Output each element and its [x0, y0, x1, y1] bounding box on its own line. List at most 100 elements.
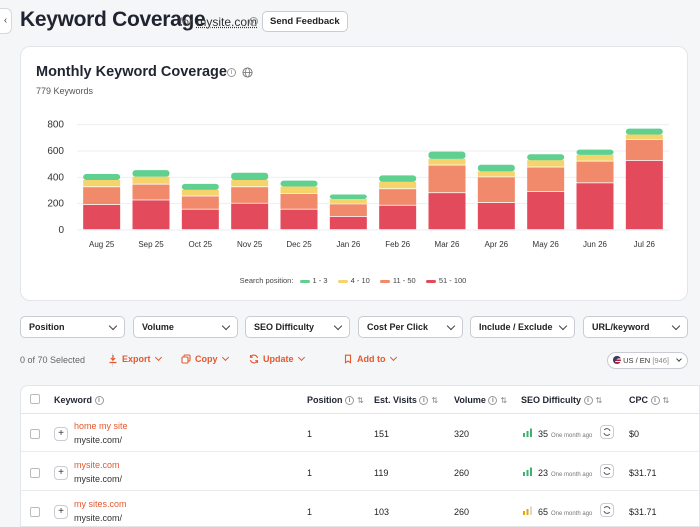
bar-segment [329, 204, 367, 217]
column-position[interactable]: Position i ⇅ [307, 395, 364, 406]
updated-time: One month ago [551, 511, 593, 517]
back-button[interactable]: ‹ [0, 8, 12, 34]
page-header: ‹ Keyword Coverage for mysite.com i Send… [0, 0, 700, 42]
column-label: Volume [454, 395, 486, 405]
bar-segment [527, 160, 565, 167]
sort-icon[interactable]: ⇅ [431, 396, 439, 405]
bar-segment [181, 183, 219, 190]
domain-link[interactable]: mysite.com [196, 15, 258, 29]
keyword-link[interactable]: home my site [74, 421, 128, 431]
sort-icon[interactable]: ⇅ [500, 396, 508, 405]
add-to-button[interactable]: Add to [343, 353, 397, 365]
info-icon[interactable]: i [94, 396, 104, 406]
x-tick-label: Jan 26 [336, 240, 361, 249]
legend-label: 4 - 10 [350, 276, 370, 285]
row-checkbox[interactable] [30, 429, 40, 439]
send-feedback-button[interactable]: Send Feedback [262, 11, 348, 32]
refresh-icon [603, 428, 611, 436]
x-tick-label: Mar 26 [435, 240, 460, 249]
keyword-link[interactable]: mysite.com [74, 460, 120, 470]
copy-button[interactable]: Copy [181, 353, 229, 365]
chevron-down-icon [446, 321, 456, 331]
bar-segment [132, 170, 170, 177]
column-volume[interactable]: Volume i ⇅ [454, 395, 508, 406]
legend-item-51-100[interactable]: 51 - 100 [425, 276, 466, 285]
table-header: Keyword i Position i ⇅ Est. Visits i ⇅ Vol… [21, 386, 699, 414]
difficulty-value: 23 One month ago [538, 468, 592, 478]
y-tick-label: 400 [47, 172, 64, 183]
export-button[interactable]: Export [108, 353, 162, 365]
filter-cost-per-click[interactable]: Cost Per Click [358, 316, 463, 338]
legend-item-4-10[interactable]: 4 - 10 [337, 276, 370, 285]
chevron-down-icon [676, 356, 682, 362]
position-value: 1 [307, 468, 313, 478]
info-icon[interactable]: i [345, 396, 355, 406]
bar-segment [181, 209, 219, 230]
bar-segment [428, 165, 466, 193]
chevron-left-icon: ‹ [3, 15, 8, 26]
bar-segment [329, 194, 367, 200]
bar-segment [527, 154, 565, 161]
legend-item-1-3[interactable]: 1 - 3 [299, 276, 328, 285]
info-icon[interactable]: i [249, 17, 258, 26]
table-row[interactable]: + mysite.com mysite.com/ 1 119 260 23 One… [21, 453, 699, 491]
add-keyword-button[interactable]: + [54, 427, 68, 441]
globe-icon[interactable] [242, 67, 253, 78]
keywords-table: Keyword i Position i ⇅ Est. Visits i ⇅ Vol… [20, 385, 700, 527]
sort-icon[interactable]: ⇅ [595, 396, 603, 405]
row-checkbox[interactable] [30, 507, 40, 517]
download-icon [109, 354, 117, 363]
filter-label: SEO Difficulty [254, 322, 315, 332]
add-to-label: Add to [357, 354, 386, 364]
info-icon[interactable]: i [488, 396, 498, 406]
refresh-difficulty-button[interactable] [600, 425, 614, 439]
bar-segment [625, 128, 663, 135]
sort-icon[interactable]: ⇅ [357, 396, 364, 405]
x-tick-label: Jul 26 [634, 240, 656, 249]
bar-segment [329, 199, 367, 204]
column-cpc[interactable]: CPC i ⇅ [629, 395, 670, 406]
column-seo-difficulty[interactable]: SEO Difficulty i ⇅ [521, 395, 603, 406]
table-row[interactable]: + home my site mysite.com/ 1 151 320 35 O… [21, 414, 699, 452]
bar-segment [231, 187, 269, 203]
update-button[interactable]: Update [249, 353, 305, 365]
keyword-link[interactable]: my sites.com [74, 499, 127, 509]
filter-label: Position [29, 322, 65, 332]
info-icon[interactable]: i [650, 396, 660, 406]
bar-segment [83, 174, 121, 180]
locale-selector[interactable]: US / EN [946] [607, 352, 688, 369]
chevron-down-icon [108, 321, 118, 331]
legend-item-11-50[interactable]: 11 - 50 [379, 276, 416, 285]
bar-segment [280, 186, 318, 193]
filter-position[interactable]: Position [20, 316, 125, 338]
page-title: Keyword Coverage [20, 8, 206, 31]
domain-subtitle: for mysite.com [179, 15, 257, 29]
volume-value: 320 [454, 429, 470, 439]
info-icon[interactable]: i [419, 396, 429, 406]
refresh-difficulty-button[interactable] [600, 464, 614, 478]
filter-include-exclude[interactable]: Include / Exclude [470, 316, 575, 338]
add-keyword-button[interactable]: + [54, 505, 68, 519]
table-row[interactable]: + my sites.com mysite.com/ 1 103 260 65 O… [21, 492, 699, 526]
x-tick-label: Feb 26 [385, 240, 410, 249]
refresh-icon [603, 467, 611, 475]
add-keyword-button[interactable]: + [54, 466, 68, 480]
filter-url-keyword[interactable]: URL/keyword [583, 316, 688, 338]
bar-segment [477, 203, 515, 230]
bar-segment [527, 167, 565, 192]
row-checkbox[interactable] [30, 468, 40, 478]
column-est-visits[interactable]: Est. Visits i ⇅ [374, 395, 439, 406]
chart-info-icon[interactable]: i [227, 68, 236, 77]
filter-seo-difficulty[interactable]: SEO Difficulty [245, 316, 350, 338]
column-label: SEO Difficulty [521, 395, 582, 405]
table-toolbar: 0 of 70 Selected Export Copy Update Add … [20, 352, 688, 370]
info-icon[interactable]: i [583, 396, 593, 406]
x-tick-label: Oct 25 [189, 240, 213, 249]
filter-volume[interactable]: Volume [133, 316, 238, 338]
sort-icon[interactable]: ⇅ [662, 396, 670, 405]
select-all-checkbox[interactable] [30, 394, 40, 404]
column-keyword[interactable]: Keyword i [54, 395, 104, 406]
refresh-difficulty-button[interactable] [600, 503, 614, 517]
bar-segment [625, 160, 663, 230]
export-label: Export [122, 354, 151, 364]
